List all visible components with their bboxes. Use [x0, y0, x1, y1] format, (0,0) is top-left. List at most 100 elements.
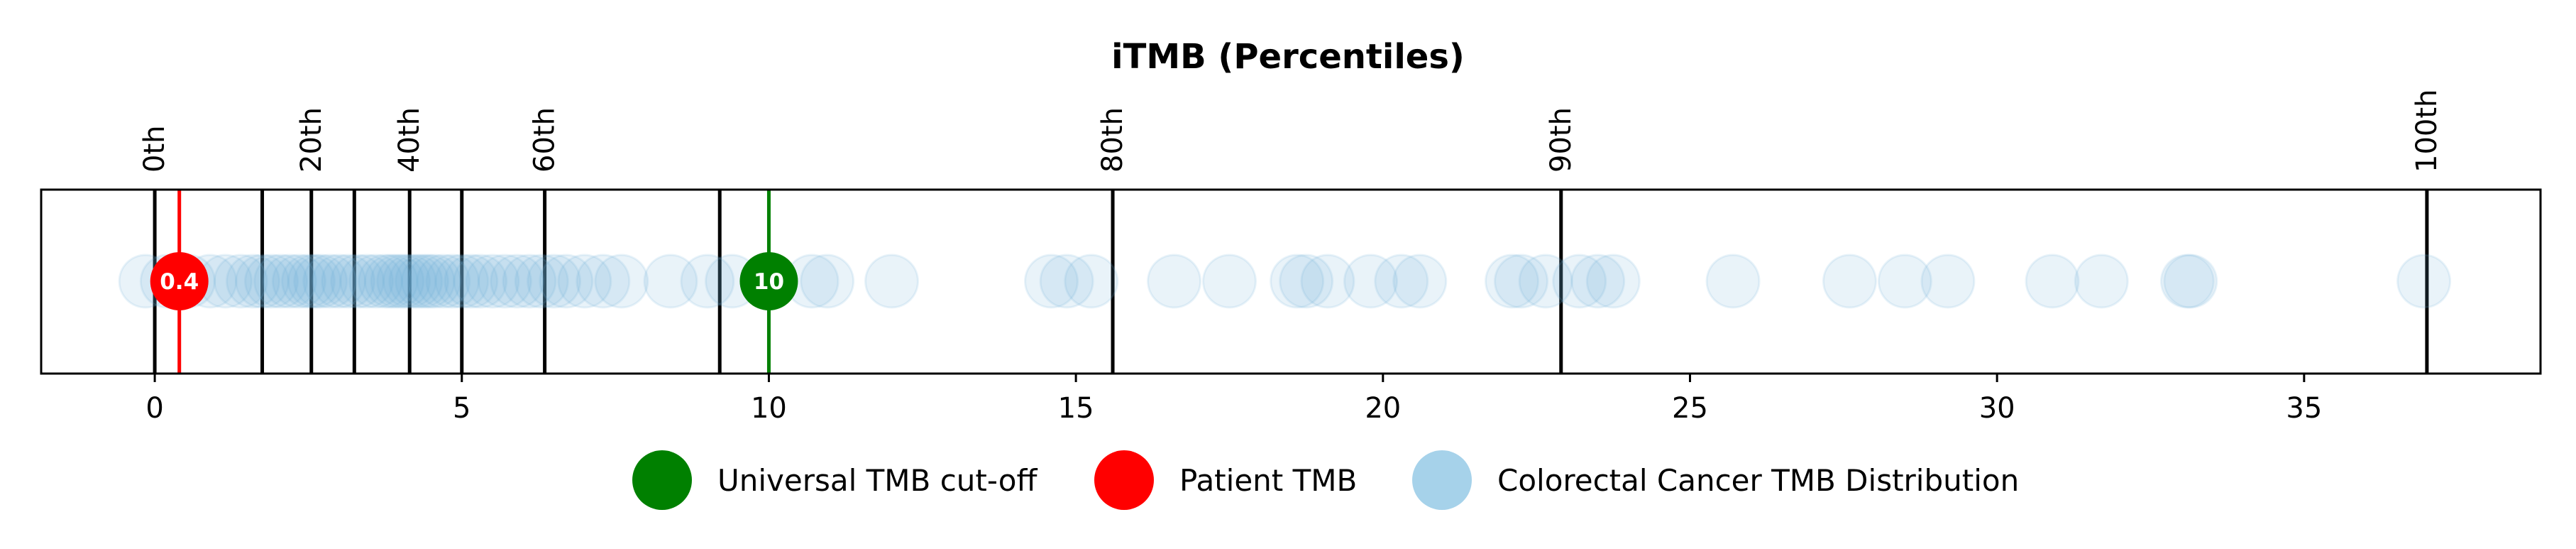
percentile-labels: 0th 20th 40th 60th 80th 90th 100th	[138, 89, 2443, 173]
distribution-point	[358, 254, 413, 309]
cutoff-marker	[739, 252, 798, 310]
distribution-point	[465, 254, 520, 309]
distribution-point	[514, 254, 569, 309]
distribution-point	[1270, 254, 1325, 309]
distribution-point	[1343, 254, 1398, 309]
distribution-point	[1147, 254, 1202, 309]
distribution-point	[1705, 254, 1761, 309]
cutoff-label: 10	[754, 269, 784, 295]
distribution-point	[388, 254, 444, 309]
distribution-point	[2074, 254, 2129, 309]
distribution-point	[348, 254, 404, 309]
distribution-point	[576, 254, 631, 309]
distribution-point	[680, 254, 735, 309]
distribution-point	[425, 254, 480, 309]
x-tick-label: 25	[1672, 392, 1708, 425]
distribution-point	[262, 254, 317, 309]
distribution-point	[477, 254, 532, 309]
distribution-point	[1877, 254, 1932, 309]
distribution-point	[1300, 254, 1355, 309]
distribution-point	[1024, 254, 1079, 309]
distribution-point	[395, 254, 450, 309]
patient-label: 0.4	[160, 269, 199, 295]
distribution-point	[253, 254, 308, 309]
distribution-point	[376, 254, 431, 309]
distribution-point	[502, 254, 557, 309]
distribution-point	[2159, 254, 2215, 309]
x-tick-label: 30	[1979, 392, 2015, 425]
x-tick-label: 10	[751, 392, 787, 425]
distribution-point	[1374, 254, 1429, 309]
distribution-point	[1279, 254, 1334, 309]
percentile-label: 90th	[1545, 107, 1578, 173]
patient-marker	[150, 252, 209, 310]
distribution-point	[1920, 254, 1976, 309]
distribution-point	[1518, 254, 1573, 309]
x-tick-label: 15	[1058, 392, 1094, 425]
distribution-point	[1822, 254, 1877, 309]
x-tick-label: 0	[145, 392, 163, 425]
legend-marker	[1412, 450, 1472, 510]
legend-label: Colorectal Cancer TMB Distribution	[1497, 463, 2019, 498]
percentile-label: 80th	[1096, 107, 1129, 173]
legend-entry: Universal TMB cut-off	[632, 450, 1037, 510]
percentile-label: 20th	[295, 107, 328, 173]
markers-layer: 100.4	[150, 190, 798, 374]
legend-entry: Patient TMB	[1094, 450, 1357, 510]
distribution-point	[2163, 254, 2218, 309]
plot-frame	[40, 188, 2542, 375]
percentile-label: 40th	[393, 107, 426, 173]
distribution-point	[330, 254, 385, 309]
distribution-point	[363, 254, 419, 309]
distribution-point	[1552, 254, 1607, 309]
distribution-point	[416, 254, 471, 309]
distribution-point	[453, 254, 508, 309]
distribution-point	[434, 254, 490, 309]
legend-label: Patient TMB	[1179, 463, 1357, 498]
distribution-point	[1392, 254, 1448, 309]
distribution-point	[213, 254, 268, 309]
distribution-point	[1585, 254, 1641, 309]
distribution-point	[2025, 254, 2080, 309]
distribution-point	[271, 254, 326, 309]
legend-marker	[632, 450, 692, 510]
distribution-point	[400, 254, 456, 309]
legend-marker	[1094, 450, 1154, 510]
legend-label: Universal TMB cut-off	[717, 463, 1037, 498]
distribution-point	[557, 254, 612, 309]
distribution-point	[1485, 254, 1540, 309]
distribution-point	[370, 254, 425, 309]
distribution-point	[444, 254, 499, 309]
distribution-points-layer	[118, 254, 2452, 309]
legend-entry: Colorectal Cancer TMB Distribution	[1412, 450, 2019, 510]
x-tick-label: 5	[453, 392, 470, 425]
percentile-label: 100th	[2411, 89, 2443, 173]
distribution-point	[643, 254, 698, 309]
distribution-point	[2396, 254, 2452, 309]
chart-title: iTMB (Percentiles)	[1111, 37, 1465, 77]
distribution-point	[339, 254, 395, 309]
percentile-label: 0th	[138, 126, 171, 173]
percentile-label: 60th	[529, 107, 561, 173]
distribution-point	[235, 254, 290, 309]
percentile-lines-layer	[153, 190, 2429, 374]
distribution-point	[490, 254, 545, 309]
distribution-point	[407, 254, 462, 309]
distribution-point	[321, 254, 376, 309]
x-axis-ticks: 0 5 10 15 20 25 30 35	[145, 374, 2322, 425]
distribution-point	[280, 254, 336, 309]
distribution-point	[312, 254, 367, 309]
distribution-point	[1494, 254, 1549, 309]
distribution-point	[1039, 254, 1094, 309]
distribution-point	[800, 254, 855, 309]
distribution-point	[594, 254, 649, 309]
distribution-point	[539, 254, 594, 309]
distribution-point	[527, 254, 582, 309]
legend: Universal TMB cut-off Patient TMB Colorect…	[632, 450, 2019, 510]
distribution-point	[1064, 254, 1119, 309]
distribution-point	[1570, 254, 1626, 309]
x-tick-label: 35	[2286, 392, 2322, 425]
x-tick-label: 20	[1365, 392, 1401, 425]
